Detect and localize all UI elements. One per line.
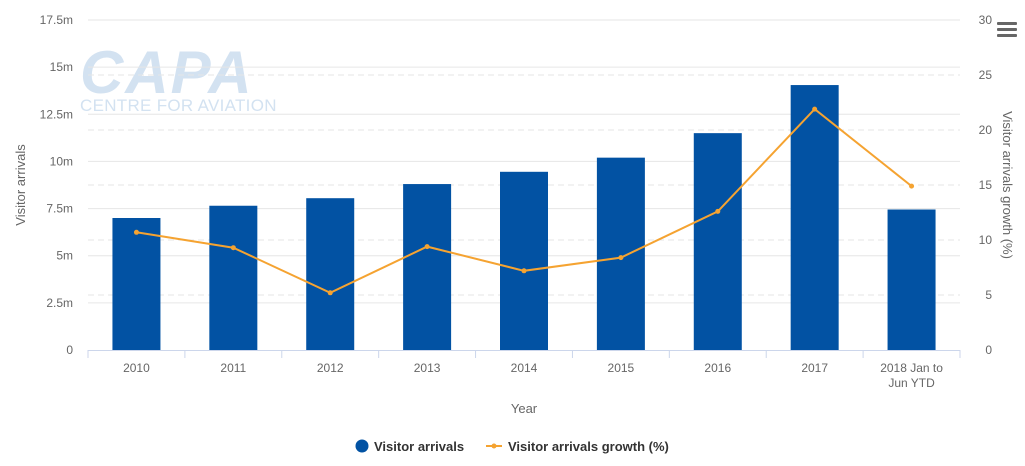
bar-2017[interactable] bbox=[790, 85, 839, 351]
legend-item-line[interactable]: Visitor arrivals growth (%) bbox=[486, 439, 669, 454]
y2-tick-label: 30 bbox=[979, 13, 993, 27]
x-tick-label: 2012 bbox=[317, 361, 344, 375]
bar-2016[interactable] bbox=[693, 133, 742, 350]
growth-point-2018[interactable] bbox=[909, 183, 915, 189]
growth-point-2014[interactable] bbox=[521, 268, 527, 274]
x-tick-label: 2016 bbox=[704, 361, 731, 375]
growth-point-2016[interactable] bbox=[715, 208, 721, 214]
bar-series bbox=[112, 85, 936, 351]
y2-tick-label: 0 bbox=[985, 343, 992, 357]
y-tick-label: 10m bbox=[50, 154, 73, 168]
y-tick-label: 17.5m bbox=[40, 13, 73, 27]
x-tick-label: 2018 Jan to Jun YTD bbox=[880, 361, 943, 390]
legend: Visitor arrivals Visitor arrivals growth… bbox=[355, 439, 669, 454]
y-tick-label: 0 bbox=[66, 343, 73, 357]
line-series bbox=[133, 106, 915, 296]
x-axis-title: Year bbox=[511, 401, 538, 416]
y2-tick-label: 20 bbox=[979, 123, 993, 137]
x-tick-label: 2010 bbox=[123, 361, 150, 375]
growth-point-2010[interactable] bbox=[133, 229, 139, 235]
y-tick-label: 15m bbox=[50, 60, 73, 74]
bar-2012[interactable] bbox=[306, 198, 355, 350]
growth-point-2017[interactable] bbox=[812, 106, 818, 112]
y-tick-label: 2.5m bbox=[46, 296, 73, 310]
y2-axis-title: Visitor arrivals growth (%) bbox=[1000, 111, 1015, 259]
bar-2015[interactable] bbox=[596, 157, 645, 350]
legend-item-bars[interactable]: Visitor arrivals bbox=[355, 439, 465, 454]
y2-tick-label: 10 bbox=[979, 233, 993, 247]
y2-tick-label: 25 bbox=[979, 68, 993, 82]
bar-2011[interactable] bbox=[209, 205, 258, 350]
legend-bar-symbol bbox=[355, 439, 369, 453]
y-axis-title: Visitor arrivals bbox=[13, 144, 28, 226]
x-tick-label: 2011 bbox=[220, 361, 246, 375]
hamburger-menu-icon bbox=[997, 22, 1017, 25]
x-tick-label: 2013 bbox=[414, 361, 441, 375]
growth-point-2012[interactable] bbox=[327, 290, 333, 296]
axes: 0 2.5m 5m 7.5m 10m 12.5m 15m 17.5m 0 5 10 15 20 25 30 2… bbox=[40, 13, 993, 390]
legend-line-marker bbox=[491, 443, 497, 449]
bar-2010[interactable] bbox=[112, 218, 161, 350]
bar-2014[interactable] bbox=[500, 171, 548, 350]
y-tick-label: 5m bbox=[56, 249, 73, 263]
y-tick-label: 12.5m bbox=[40, 107, 73, 121]
growth-point-2011[interactable] bbox=[230, 245, 236, 251]
x-tick-label: 2017 bbox=[801, 361, 828, 375]
growth-point-2013[interactable] bbox=[424, 244, 430, 250]
chart-menu-button[interactable] bbox=[997, 22, 1017, 40]
x-tick-label: 2015 bbox=[608, 361, 635, 375]
y-tick-label: 7.5m bbox=[46, 202, 73, 216]
legend-bar-label: Visitor arrivals bbox=[374, 439, 464, 454]
y2-tick-label: 5 bbox=[985, 288, 992, 302]
growth-point-2015[interactable] bbox=[618, 255, 624, 261]
bar-2013[interactable] bbox=[403, 184, 452, 350]
legend-line-label: Visitor arrivals growth (%) bbox=[508, 439, 669, 454]
y2-tick-label: 15 bbox=[979, 178, 993, 192]
x-tick-label: 2014 bbox=[511, 361, 538, 375]
bar-2018[interactable] bbox=[887, 209, 936, 350]
